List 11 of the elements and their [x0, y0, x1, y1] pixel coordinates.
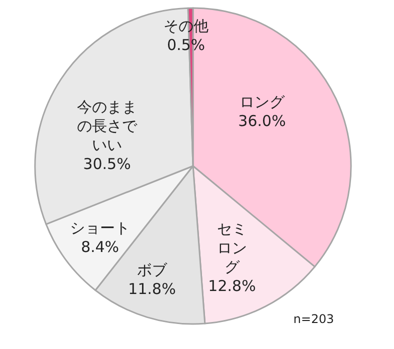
slice-label: セミロング: [216, 220, 248, 277]
slice-label: ロング: [238, 93, 286, 112]
data-label: 8.4%: [80, 238, 120, 257]
slice-label: 今のままの長さでいい: [76, 98, 138, 155]
slice-label: ショート: [69, 219, 131, 238]
text: n=203: [293, 312, 334, 326]
data-label: 30.5%: [82, 155, 132, 174]
data-label: 36.0%: [237, 112, 287, 131]
data-label: 12.8%: [208, 277, 256, 296]
slice-label: ボブ: [136, 261, 168, 280]
data-label: 11.8%: [127, 280, 177, 299]
